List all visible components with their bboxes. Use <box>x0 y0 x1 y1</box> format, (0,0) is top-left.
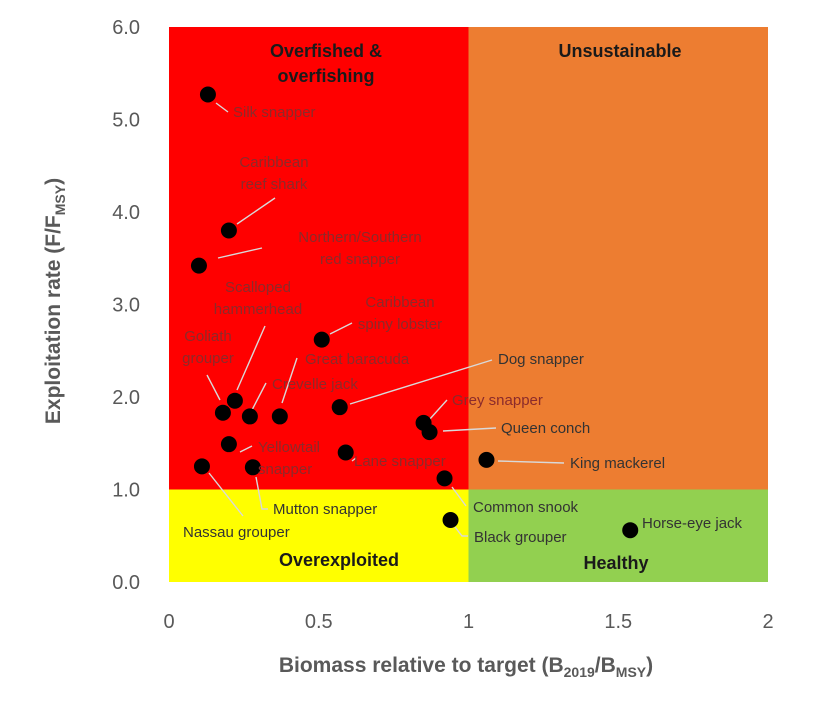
point-label-caribbean-reef-shark: Caribbean reef shark <box>239 154 308 193</box>
y-tick-label: 1.0 <box>112 480 140 502</box>
x-tick-label: 1.5 <box>604 611 632 633</box>
leader-line-grey-snapper <box>428 399 448 421</box>
zone-label-unsustainable: Unsustainable <box>558 41 681 61</box>
x-tick-label: 2 <box>762 611 773 633</box>
zone-labels-layer: Overfished & overfishing Unsustainable Over… <box>270 41 682 573</box>
leader-line-great-baracuda <box>281 357 298 404</box>
point-label-silk-snapper: Silk snapper <box>233 104 316 121</box>
point-silk-snapper <box>199 86 216 103</box>
point-great-baracuda <box>271 408 288 425</box>
point-dog-snapper <box>331 399 348 416</box>
point-label-common-snook: Common snook <box>473 499 579 516</box>
point-label-great-baracuda: Great baracuda <box>305 351 410 368</box>
zone-overexploited <box>169 489 469 582</box>
zones-layer <box>169 27 768 582</box>
leader-line-crevelle-jack <box>251 382 267 411</box>
y-tick-label: 3.0 <box>112 295 140 317</box>
point-label-horse-eye-jack: Horse-eye jack <box>642 515 743 532</box>
point-label-king-mackerel: King mackerel <box>570 455 665 472</box>
point-nassau-grouper <box>193 458 210 475</box>
leader-line-mutton-snapper <box>255 476 268 510</box>
leader-line-nassau-grouper <box>208 472 244 517</box>
leader-line-northern-southern-red-snapper <box>217 247 263 259</box>
point-label-yellowtail-snapper: Yellowtail snapper <box>258 439 320 478</box>
point-horse-eye-jack <box>622 522 639 539</box>
point-label-caribbean-spiny-lobster: Caribbean spiny lobster <box>358 294 442 333</box>
y-tick-label: 6.0 <box>112 17 140 39</box>
point-caribbean-reef-shark <box>220 222 237 239</box>
x-axis-title: Biomass relative to target (B2019/BMSY) <box>279 654 653 680</box>
y-tick-label: 0.0 <box>112 572 140 594</box>
leader-lines-layer <box>206 102 565 537</box>
point-caribbean-spiny-lobster <box>313 331 330 348</box>
point-common-snook <box>436 470 453 487</box>
y-tick-label: 5.0 <box>112 110 140 132</box>
point-label-lane-snapper: Lane snapper <box>354 453 446 470</box>
markers-layer <box>190 86 639 539</box>
point-label-goliath-grouper: Goliath grouper <box>182 328 234 367</box>
x-axis-ticks: 0 0.5 1 1.5 2 <box>163 611 773 633</box>
leader-line-lane-snapper <box>351 457 357 462</box>
point-goliath-grouper <box>214 404 231 421</box>
leader-line-caribbean-spiny-lobster <box>329 322 353 335</box>
y-axis-ticks: 0.0 1.0 2.0 3.0 4.0 5.0 6.0 <box>112 17 140 594</box>
leader-line-scalloped-hammerhead <box>236 325 266 391</box>
zone-label-overexploited: Overexploited <box>279 550 399 570</box>
leader-line-caribbean-reef-shark <box>236 197 276 225</box>
x-tick-label: 0.5 <box>305 611 333 633</box>
point-yellowtail-snapper <box>220 436 237 453</box>
zone-healthy <box>468 489 768 582</box>
point-label-scalloped-hammerhead: Scalloped hammerhead <box>214 279 302 318</box>
point-black-grouper <box>442 512 459 529</box>
y-tick-label: 2.0 <box>112 387 140 409</box>
point-label-dog-snapper: Dog snapper <box>498 351 584 368</box>
point-label-crevelle-jack: Crevelle jack <box>272 376 358 393</box>
point-northern-southern-red-snapper <box>190 257 207 274</box>
leader-line-queen-conch <box>442 427 497 432</box>
point-scalloped-hammerhead <box>226 392 243 409</box>
x-tick-label: 1 <box>463 611 474 633</box>
point-queen-conch <box>421 424 438 441</box>
leader-line-dog-snapper <box>349 359 493 405</box>
y-tick-label: 4.0 <box>112 202 140 224</box>
leader-line-yellowtail-snapper <box>239 445 253 453</box>
point-labels-layer: Silk snapper Caribbean reef shark Northern/… <box>182 104 742 546</box>
leader-line-goliath-grouper <box>206 374 221 401</box>
point-lane-snapper <box>337 444 354 461</box>
zone-label-overfished-overfishing: Overfished & overfishing <box>270 41 382 86</box>
point-label-grey-snapper: Grey snapper <box>452 392 543 409</box>
zone-label-healthy: Healthy <box>583 553 648 573</box>
zone-unsustainable <box>468 27 768 490</box>
point-crevelle-jack <box>241 408 258 425</box>
leader-line-black-grouper <box>454 526 468 537</box>
leader-line-king-mackerel <box>497 460 565 464</box>
point-label-mutton-snapper: Mutton snapper <box>273 501 377 518</box>
leader-line-common-snook <box>451 486 467 507</box>
point-label-queen-conch: Queen conch <box>501 420 590 437</box>
y-axis-title: Exploitation rate (F/FMSY) <box>42 178 68 424</box>
point-label-nassau-grouper: Nassau grouper <box>183 524 290 541</box>
point-king-mackerel <box>478 451 495 468</box>
x-tick-label: 0 <box>163 611 174 633</box>
point-mutton-snapper <box>244 459 261 476</box>
point-label-northern-southern-red-snapper: Northern/Southern red snapper <box>298 229 421 268</box>
leader-line-silk-snapper <box>215 102 229 113</box>
point-label-black-grouper: Black grouper <box>474 529 567 546</box>
